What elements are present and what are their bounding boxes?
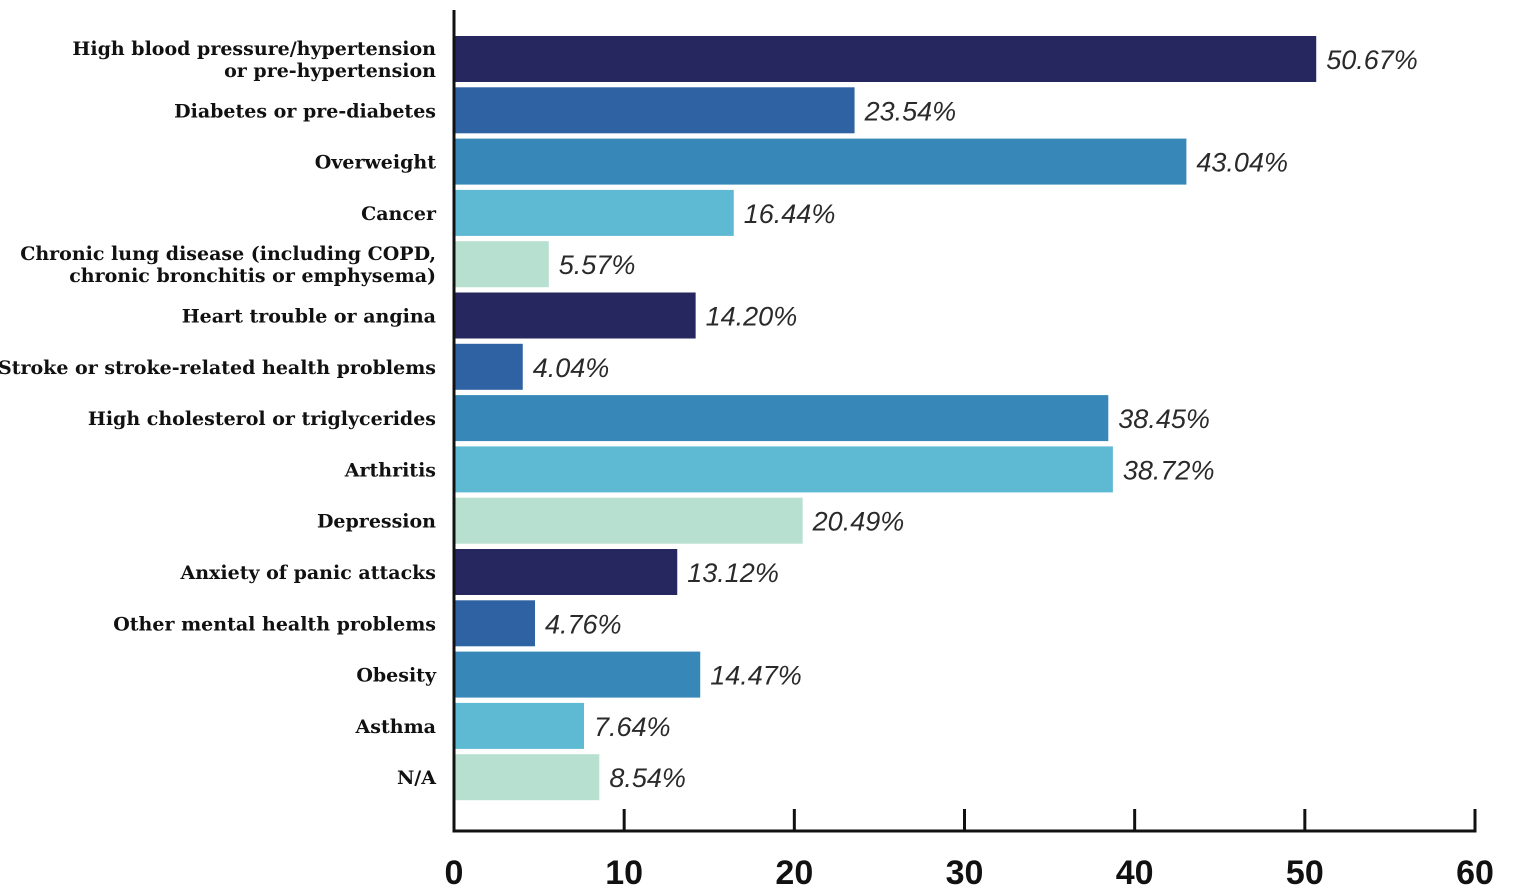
x-tick-label-2: 20 [775,854,813,891]
value-label-11: 4.76% [545,609,622,639]
category-label-9: Depression [317,511,436,533]
x-ticks-group: 0 10 20 30 40 50 60 [445,809,1494,891]
x-tick-label-1: 10 [605,854,643,891]
value-labels-group: 50.67% 23.54% 43.04% 16.44% 5.57% 14.20% 4.04%… [533,45,1418,793]
bar-1 [454,87,855,134]
category-label-12: Obesity [356,665,437,687]
category-label-0-line-1: or pre-hypertension [224,60,436,82]
value-label-7: 38.45% [1118,404,1210,434]
category-label-0-line-0: High blood pressure/hypertension [72,38,436,60]
category-label-2: Overweight [315,152,436,174]
x-tick-label-5: 50 [1286,854,1324,891]
bar-2 [454,138,1187,185]
bar-14 [454,754,600,801]
bar-5 [454,292,696,339]
bar-11 [454,600,535,647]
value-label-14: 8.54% [609,763,686,793]
value-label-9: 20.49% [812,507,905,537]
x-tick-label-6: 60 [1456,854,1494,891]
value-label-5: 14.20% [706,302,798,332]
category-label-3: Cancer [361,203,437,225]
value-label-2: 43.04% [1196,148,1288,178]
bar-13 [454,702,585,749]
bars-group [454,36,1317,801]
category-label-14: N/A [397,767,436,789]
category-label-5: Heart trouble or angina [182,306,436,328]
value-label-12: 14.47% [710,661,802,691]
value-label-6: 4.04% [533,353,610,383]
bar-0 [454,36,1317,82]
bar-9 [454,497,803,544]
category-label-7: High cholesterol or triglycerides [88,408,436,430]
bar-4 [454,241,549,288]
x-tick-label-0: 0 [445,854,464,891]
bar-12 [454,651,701,698]
value-label-3: 16.44% [744,199,836,229]
value-label-8: 38.72% [1123,455,1215,485]
x-tick-label-4: 40 [1116,854,1154,891]
value-label-13: 7.64% [594,712,671,742]
category-label-1: Diabetes or pre-diabetes [174,100,436,122]
category-label-4-line-0: Chronic lung disease (including COPD, [20,243,436,265]
x-tick-label-3: 30 [946,854,984,891]
category-label-6: Stroke or stroke-related health problems [0,357,436,379]
category-label-10: Anxiety of panic attacks [180,562,437,584]
category-label-8: Arthritis [344,459,436,481]
bar-6 [454,343,523,390]
bar-7 [454,395,1109,442]
category-label-11: Other mental health problems [113,613,436,635]
value-label-4: 5.57% [559,250,636,280]
category-label-13: Asthma [355,716,436,738]
bar-8 [454,446,1113,493]
value-label-10: 13.12% [687,558,779,588]
bar-10 [454,549,678,595]
value-label-0: 50.67% [1326,45,1418,75]
value-label-1: 23.54% [864,96,957,126]
category-label-4-line-1: chronic bronchitis or emphysema) [69,265,436,287]
bar-3 [454,189,734,236]
